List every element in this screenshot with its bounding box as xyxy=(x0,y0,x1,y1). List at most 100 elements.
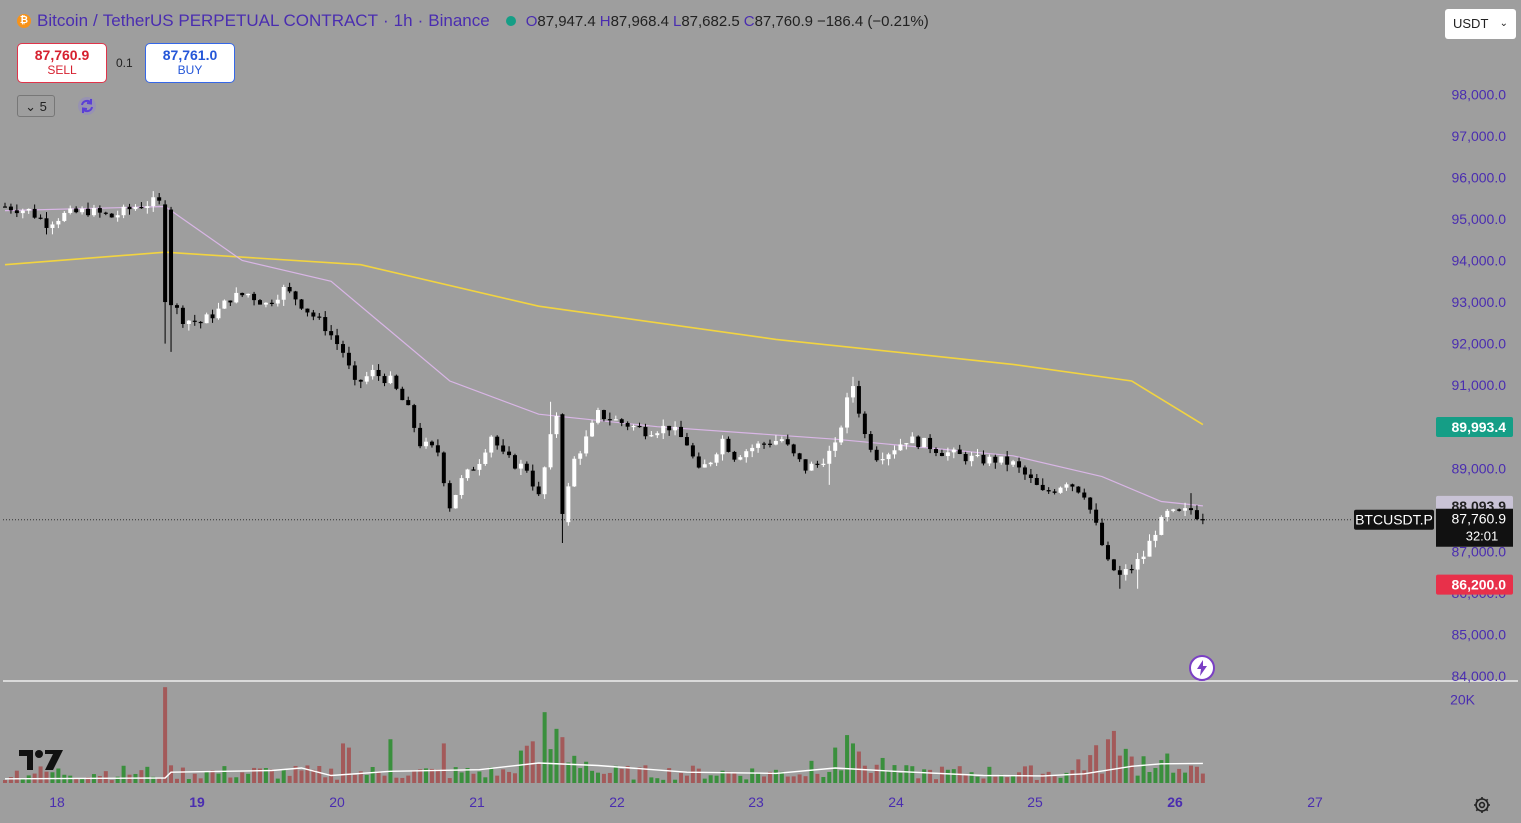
volume-bar xyxy=(86,777,91,783)
x-tick-label: 23 xyxy=(748,794,764,810)
candle-body xyxy=(204,314,209,324)
ma-fast-line xyxy=(4,205,1203,507)
candle-body xyxy=(708,462,713,465)
indicator-count: 5 xyxy=(39,99,47,114)
candle-body xyxy=(963,453,968,462)
candle-body xyxy=(969,455,974,462)
candle-body xyxy=(127,206,132,210)
volume-bar xyxy=(750,768,755,783)
volume-bar xyxy=(607,772,612,783)
candle-body xyxy=(738,457,743,460)
candle-body xyxy=(856,386,861,414)
candle-body xyxy=(821,463,826,465)
candle-body xyxy=(554,416,559,435)
volume-bar xyxy=(904,765,909,783)
flash-icon[interactable] xyxy=(1189,655,1215,681)
volume-bar xyxy=(1034,779,1039,783)
buy-button[interactable]: 87,761.0 BUY xyxy=(145,43,235,83)
volume-bar xyxy=(673,779,678,783)
candle-body xyxy=(684,437,689,446)
volume-bar xyxy=(702,778,707,783)
volume-bar xyxy=(1135,775,1140,783)
candle-body xyxy=(1046,490,1051,492)
currency-value: USDT xyxy=(1453,16,1489,31)
indicator-toggle-button[interactable]: ⌄ 5 xyxy=(17,95,55,117)
candle-body xyxy=(471,469,476,471)
volume-bar xyxy=(619,768,624,783)
volume-bar xyxy=(489,767,494,783)
symbol-header[interactable]: ₿ Bitcoin / TetherUS PERPETUAL CONTRACT … xyxy=(17,11,929,31)
price-chart[interactable]: 98,000.0 97,000.0 96,000.0 95,000.0 94,000.0… xyxy=(3,3,1518,820)
sell-button[interactable]: 87,760.9 SELL xyxy=(17,43,107,83)
volume-bar xyxy=(287,775,292,783)
candle-body xyxy=(287,287,292,292)
refresh-icon[interactable] xyxy=(77,96,97,116)
candle-body xyxy=(530,470,535,487)
candle-body xyxy=(459,478,464,496)
volume-bar xyxy=(767,771,772,783)
candle-body xyxy=(631,425,636,428)
volume-bar xyxy=(548,749,553,783)
candle-body xyxy=(483,452,488,464)
bitcoin-icon: ₿ xyxy=(17,14,31,28)
candle-body xyxy=(216,308,221,319)
volume-bar xyxy=(388,739,393,783)
quantity-value[interactable]: 0.1 xyxy=(116,56,133,70)
high-value: 87,968.4 xyxy=(610,12,669,30)
candle-body xyxy=(679,426,684,438)
volume-bar xyxy=(412,770,417,783)
volume-bar xyxy=(1022,766,1027,783)
open-key: O xyxy=(525,12,538,30)
volume-bar xyxy=(809,760,814,783)
volume-bar xyxy=(898,772,903,783)
volume-bar xyxy=(922,769,927,783)
volume-bar xyxy=(169,765,174,783)
currency-select[interactable]: USDT ⌄ xyxy=(1445,9,1516,39)
candle-body xyxy=(850,386,855,398)
volume-bar xyxy=(785,776,790,783)
candle-body xyxy=(1153,534,1158,541)
volume-bar xyxy=(151,776,156,783)
candle-body xyxy=(981,454,986,464)
candle-body xyxy=(1177,509,1182,511)
candle-body xyxy=(252,293,257,301)
candle-body xyxy=(833,442,838,451)
candle-body xyxy=(346,352,351,366)
ticker-badge: BTCUSDT.P xyxy=(1354,509,1434,530)
interval-label: 1h xyxy=(393,11,413,30)
current-price-badge: 87,760.9 32:01 xyxy=(1436,508,1513,547)
volume-bar xyxy=(252,767,257,783)
volume-bar xyxy=(192,773,197,783)
candle-body xyxy=(619,419,624,423)
candle-body xyxy=(560,414,565,514)
candle-body xyxy=(26,208,31,211)
candle-body xyxy=(80,208,85,213)
volume-bar xyxy=(744,779,749,783)
candle-body xyxy=(1141,556,1146,560)
volume-bar xyxy=(370,767,375,783)
candle-body xyxy=(1058,487,1063,493)
candle-body xyxy=(86,208,91,216)
candle-body xyxy=(928,437,933,450)
x-tick-label: 18 xyxy=(49,794,65,810)
x-tick-label: 26 xyxy=(1167,794,1183,810)
volume-bar xyxy=(68,775,73,783)
volume-bar xyxy=(145,766,150,783)
gear-icon[interactable] xyxy=(1473,796,1491,814)
candle-body xyxy=(20,210,25,214)
candle-body xyxy=(791,444,796,454)
candle-body xyxy=(1040,484,1045,491)
candle-body xyxy=(74,208,79,213)
volume-bar xyxy=(714,775,719,783)
candle-body xyxy=(453,495,458,509)
volume-bar xyxy=(910,766,915,783)
candle-body xyxy=(210,314,215,319)
volume-bar xyxy=(483,777,488,783)
countdown-text: 32:01 xyxy=(1466,529,1499,544)
chart-panel[interactable]: 98,000.0 97,000.0 96,000.0 95,000.0 94,000.0… xyxy=(3,3,1518,820)
candle-body xyxy=(317,316,322,318)
volume-bar xyxy=(216,773,221,783)
candle-body xyxy=(1171,509,1176,511)
alert-low-badge: 86,200.0 xyxy=(1436,574,1513,595)
candle-body xyxy=(3,206,7,208)
